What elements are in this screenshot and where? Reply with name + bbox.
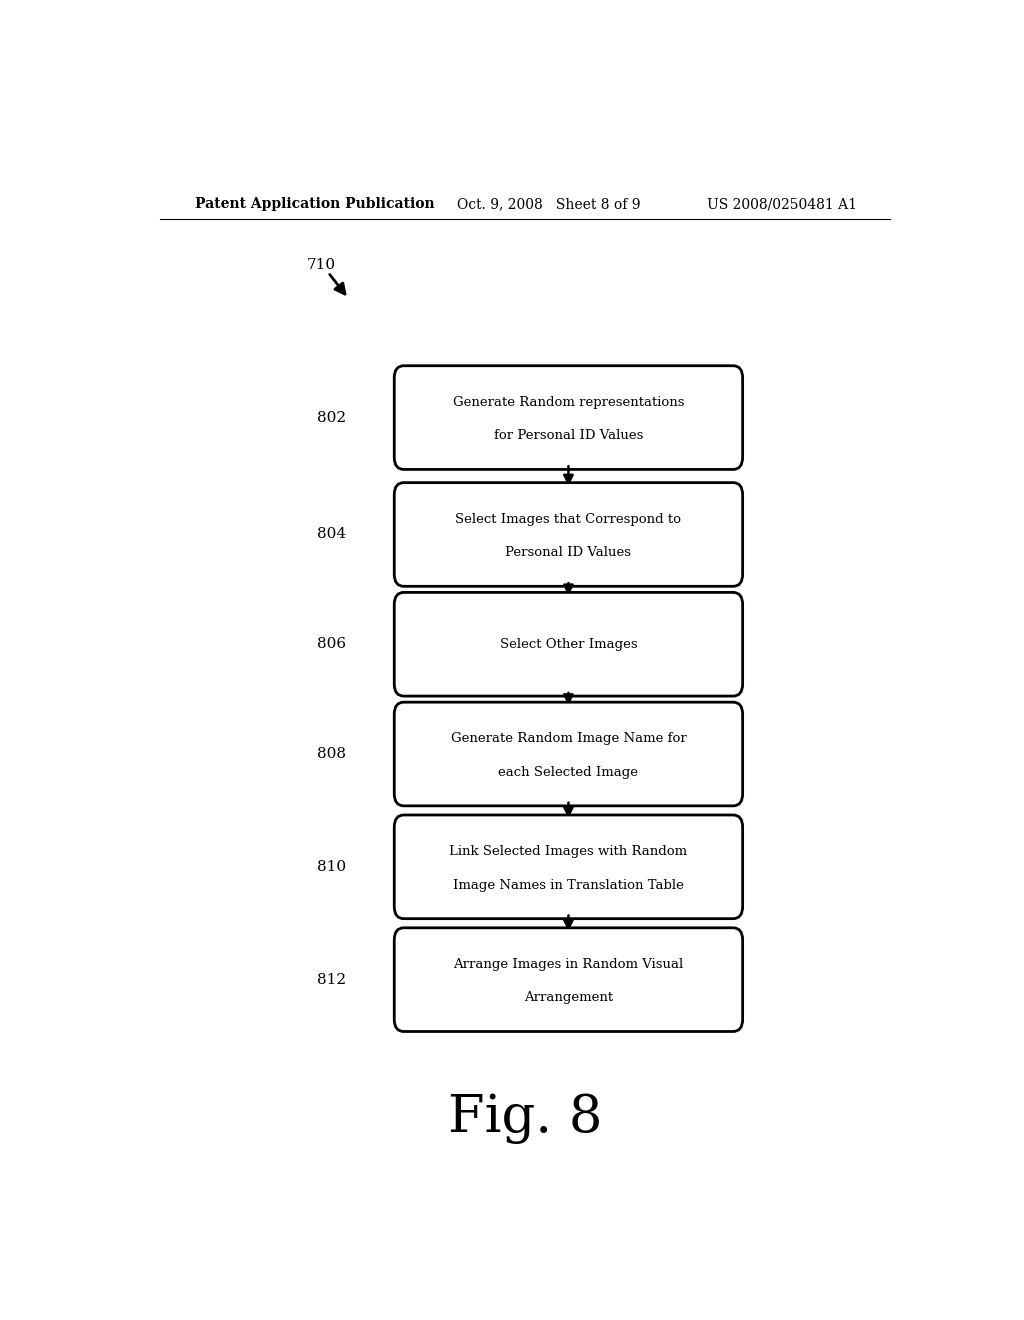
FancyBboxPatch shape	[394, 483, 742, 586]
Text: Personal ID Values: Personal ID Values	[506, 546, 632, 560]
Text: Fig. 8: Fig. 8	[447, 1093, 602, 1144]
Text: Oct. 9, 2008   Sheet 8 of 9: Oct. 9, 2008 Sheet 8 of 9	[458, 197, 641, 211]
Text: Generate Random representations: Generate Random representations	[453, 396, 684, 409]
Text: Arrangement: Arrangement	[524, 991, 613, 1005]
FancyBboxPatch shape	[394, 366, 742, 470]
FancyBboxPatch shape	[394, 928, 742, 1031]
Text: 810: 810	[317, 859, 346, 874]
Text: Patent Application Publication: Patent Application Publication	[196, 197, 435, 211]
Text: 812: 812	[317, 973, 346, 986]
Text: 710: 710	[306, 259, 336, 272]
Text: each Selected Image: each Selected Image	[499, 766, 638, 779]
FancyBboxPatch shape	[394, 593, 742, 696]
Text: Link Selected Images with Random: Link Selected Images with Random	[450, 845, 687, 858]
Text: 806: 806	[317, 638, 346, 651]
Text: US 2008/0250481 A1: US 2008/0250481 A1	[708, 197, 857, 211]
Text: Select Other Images: Select Other Images	[500, 638, 637, 651]
Text: 802: 802	[317, 411, 346, 425]
Text: Select Images that Correspond to: Select Images that Correspond to	[456, 512, 681, 525]
Text: 804: 804	[317, 528, 346, 541]
Text: Arrange Images in Random Visual: Arrange Images in Random Visual	[454, 958, 684, 972]
Text: 808: 808	[317, 747, 346, 762]
Text: Image Names in Translation Table: Image Names in Translation Table	[453, 879, 684, 891]
FancyBboxPatch shape	[394, 702, 742, 805]
FancyBboxPatch shape	[394, 814, 742, 919]
Text: Generate Random Image Name for: Generate Random Image Name for	[451, 733, 686, 746]
Text: for Personal ID Values: for Personal ID Values	[494, 429, 643, 442]
